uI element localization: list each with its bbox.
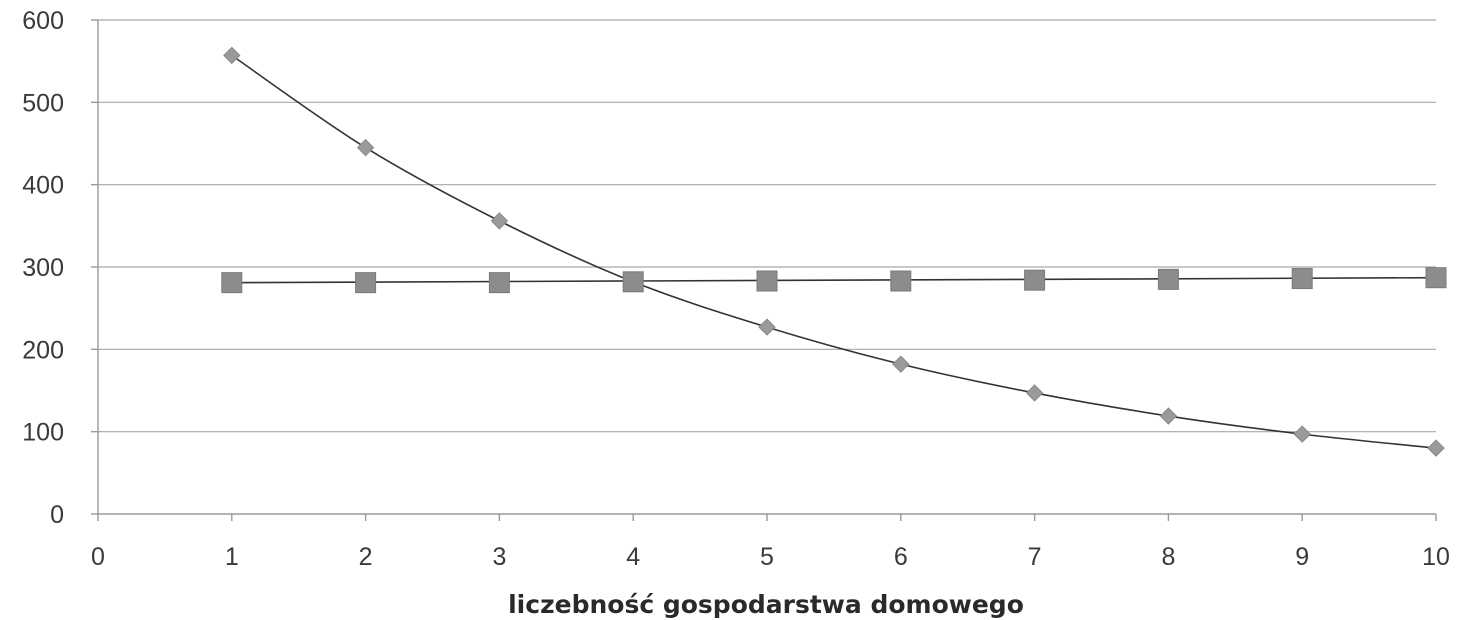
x-axis-title: liczebność gospodarstwa domowego (508, 590, 1024, 619)
series-1-point (1159, 407, 1178, 425)
series-2-point (1157, 268, 1179, 290)
y-tick-label: 300 (22, 254, 64, 282)
x-tick-label: 1 (225, 543, 239, 571)
x-tick-label: 5 (760, 543, 774, 571)
y-tick-label: 400 (22, 172, 64, 200)
series-1-point (1427, 439, 1445, 457)
series-1-point (758, 318, 776, 336)
tick-labels: 0 100 200 300 400 500 600 0 1 2 3 4 5 6 7 8 9 10 (22, 7, 1450, 571)
series-2-point (488, 272, 510, 294)
series-1-point (1293, 425, 1311, 443)
series-1-point (223, 46, 241, 65)
x-tick-label: 4 (626, 543, 640, 571)
trend-lines (231, 54, 1437, 449)
series-2-point (622, 271, 644, 293)
series-2-point (1291, 268, 1313, 290)
x-tick-label: 7 (1028, 543, 1042, 571)
y-tick-label: 500 (22, 89, 64, 117)
series-1-point (1025, 384, 1044, 402)
y-tick-label: 100 (22, 419, 64, 447)
x-tick-label: 10 (1422, 543, 1450, 571)
y-tick-label: 600 (22, 7, 64, 35)
axes (91, 19, 1437, 521)
series-2-point (756, 270, 778, 292)
data-markers (221, 46, 1447, 457)
series-1-point (356, 138, 375, 157)
x-tick-label: 2 (359, 543, 373, 571)
series-2-point (1425, 267, 1447, 289)
y-tick-label: 200 (22, 336, 64, 364)
y-tick-label: 0 (50, 501, 64, 529)
x-tick-label: 3 (492, 543, 506, 571)
series-2-point (221, 272, 243, 294)
x-tick-label: 6 (894, 543, 908, 571)
series-2-point (1024, 269, 1046, 291)
series-2-trendline (231, 276, 1437, 284)
series-2-point (890, 270, 912, 292)
x-tick-label: 0 (91, 543, 105, 571)
series-1-trendline (231, 54, 1437, 449)
x-tick-label: 9 (1295, 543, 1309, 571)
gridlines (98, 19, 1436, 433)
x-tick-label: 8 (1161, 543, 1175, 571)
series-1-point (892, 355, 910, 373)
series-2-point (355, 272, 377, 294)
series-1-point (490, 212, 509, 230)
